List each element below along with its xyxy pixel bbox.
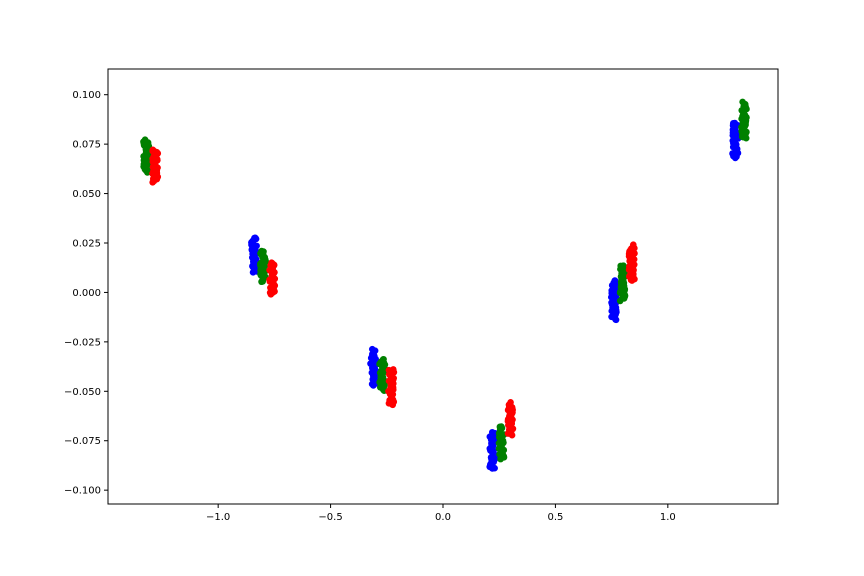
data-point bbox=[380, 355, 387, 363]
point-cluster bbox=[376, 355, 389, 395]
x-tick-label: −1.0 bbox=[206, 512, 230, 523]
point-cluster bbox=[486, 428, 499, 472]
y-tick-label: −0.075 bbox=[64, 436, 101, 447]
data-point bbox=[739, 98, 746, 106]
point-cluster bbox=[616, 262, 629, 305]
y-tick-label: 0.025 bbox=[72, 239, 101, 250]
point-cluster bbox=[257, 247, 270, 286]
data-point bbox=[620, 262, 627, 269]
data-point bbox=[141, 136, 149, 143]
x-tick-label: −0.5 bbox=[318, 512, 342, 523]
y-tick-label: −0.050 bbox=[64, 387, 101, 398]
point-cluster bbox=[738, 98, 750, 142]
x-tick-label: 0.5 bbox=[547, 512, 563, 523]
point-cluster bbox=[149, 146, 162, 186]
data-point bbox=[488, 428, 496, 436]
data-point bbox=[507, 399, 514, 406]
x-axis: −1.0 −0.5 0.0 0.5 1.0 bbox=[206, 504, 676, 523]
data-point bbox=[368, 345, 376, 353]
point-cluster bbox=[248, 234, 261, 276]
point-cluster bbox=[385, 366, 398, 409]
y-tick-label: −0.100 bbox=[64, 486, 101, 497]
y-tick-label: 0.050 bbox=[72, 189, 101, 200]
data-point bbox=[729, 120, 737, 127]
y-tick-label: 0.000 bbox=[72, 288, 101, 299]
data-point bbox=[268, 259, 275, 267]
point-cluster bbox=[495, 423, 508, 463]
x-tick-label: 0.0 bbox=[435, 512, 451, 523]
data-point bbox=[251, 234, 258, 242]
point-cluster bbox=[367, 345, 380, 389]
point-cluster bbox=[504, 399, 517, 439]
point-cluster bbox=[608, 277, 620, 324]
data-point bbox=[498, 423, 505, 430]
y-tick-label: −0.025 bbox=[64, 337, 101, 348]
data-point bbox=[149, 146, 157, 154]
data-point bbox=[389, 366, 397, 373]
point-cluster bbox=[266, 259, 279, 298]
data-point bbox=[611, 277, 619, 284]
x-tick-label: 1.0 bbox=[660, 512, 676, 523]
data-point bbox=[260, 248, 267, 255]
y-axis: 0.100 0.075 0.050 0.025 0.000 −0.025 −0.050 −0.… bbox=[64, 90, 108, 497]
data-point bbox=[629, 241, 637, 249]
y-tick-label: 0.075 bbox=[72, 140, 101, 151]
plot-points bbox=[140, 98, 750, 472]
y-tick-label: 0.100 bbox=[72, 90, 101, 101]
point-cluster bbox=[625, 241, 638, 284]
